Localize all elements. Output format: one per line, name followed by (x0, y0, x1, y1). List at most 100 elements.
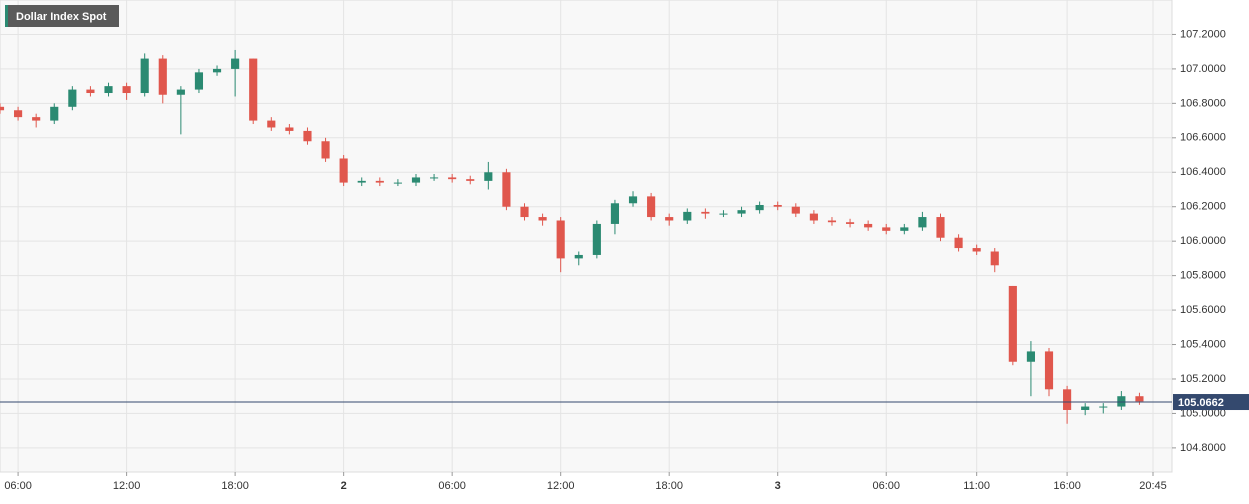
y-tick-label: 106.0000 (1180, 235, 1226, 247)
candle (502, 168, 511, 211)
candle-body (339, 158, 348, 183)
candle (285, 124, 294, 135)
candle (737, 206, 746, 218)
x-tick-label: 18:00 (655, 480, 683, 492)
candle-body (954, 237, 963, 249)
candle-body (212, 68, 222, 73)
candle-body (1008, 285, 1017, 362)
candle-body (701, 211, 710, 214)
candle-body (827, 220, 837, 223)
x-tick-label: 16:00 (1053, 480, 1081, 492)
y-tick-label: 106.4000 (1180, 166, 1226, 178)
candle-body (303, 130, 312, 142)
candle-body (574, 254, 583, 259)
x-tick-label: 12:00 (113, 480, 141, 492)
candle (466, 175, 475, 185)
y-tick-label: 106.2000 (1180, 201, 1226, 213)
candle-body (86, 89, 95, 94)
candle (628, 191, 638, 207)
candle (50, 103, 59, 125)
title-accent (5, 5, 8, 27)
candle (1099, 403, 1108, 414)
x-tick-label: 18:00 (221, 480, 249, 492)
candle (665, 213, 674, 226)
chart-title: Dollar Index Spot (16, 11, 107, 23)
candle-body (231, 58, 240, 69)
candle (647, 192, 656, 221)
candle (791, 203, 800, 218)
candle (701, 208, 710, 219)
candle-body (1026, 351, 1035, 362)
y-tick-label: 105.0000 (1180, 407, 1226, 419)
x-tick-label: 20:45 (1139, 480, 1167, 492)
candle (882, 223, 891, 235)
candle (32, 113, 41, 128)
y-tick-label: 107.2000 (1180, 28, 1226, 40)
candle-body (665, 217, 674, 221)
candle (918, 211, 927, 231)
candle-body (1063, 389, 1072, 410)
candle (845, 218, 855, 228)
candle (1135, 392, 1144, 405)
candle-body (484, 172, 493, 181)
candle-body (755, 204, 764, 211)
candle (990, 248, 999, 273)
candle (538, 213, 547, 226)
candle-body (448, 177, 457, 180)
candle (809, 210, 818, 224)
x-tick-label: 3 (775, 480, 781, 492)
candle-body (176, 89, 185, 95)
y-tick-label: 105.6000 (1180, 304, 1226, 316)
candle-body (285, 127, 294, 131)
candle (683, 208, 692, 224)
candle-body (809, 213, 818, 221)
candle (231, 49, 240, 97)
candle (194, 68, 204, 94)
candle-body (194, 72, 204, 90)
candle (719, 210, 728, 218)
candle (14, 106, 23, 121)
candle-body (393, 182, 402, 184)
candle (0, 103, 5, 114)
candle-body (140, 58, 149, 94)
candle (773, 201, 782, 211)
candle-body (845, 222, 855, 224)
candle-body (411, 177, 421, 183)
candle (303, 127, 312, 145)
candle (972, 244, 981, 255)
x-tick-label: 06:00 (438, 480, 466, 492)
candle (267, 117, 276, 131)
plot-area (0, 0, 1173, 473)
candle (86, 86, 95, 97)
candle-body (502, 172, 511, 207)
y-tick-label: 105.2000 (1180, 373, 1226, 385)
candle-body (14, 110, 23, 118)
candle (339, 155, 348, 187)
candle-body (773, 204, 782, 207)
candle (448, 173, 457, 183)
candle-body (900, 227, 909, 231)
candle-body (791, 206, 800, 214)
candle-body (1135, 396, 1144, 402)
candle-body (719, 213, 728, 215)
candle-body (1099, 406, 1108, 408)
candle-body (104, 86, 113, 94)
candle-body (647, 196, 656, 218)
candle-body (936, 217, 945, 238)
candle-body (683, 211, 692, 221)
candle-body (321, 141, 330, 159)
candle (140, 53, 149, 97)
candle-body (357, 180, 366, 183)
candle (357, 177, 366, 187)
candle-body (972, 248, 981, 252)
candle (176, 86, 185, 135)
candle (610, 199, 620, 235)
candle (755, 201, 764, 214)
candle (1026, 341, 1035, 397)
candle (104, 82, 113, 97)
candle-body (1081, 406, 1090, 410)
candle (411, 173, 421, 187)
candle-body (249, 58, 258, 121)
candle-body (1044, 351, 1054, 390)
x-tick-label: 06:00 (872, 480, 900, 492)
